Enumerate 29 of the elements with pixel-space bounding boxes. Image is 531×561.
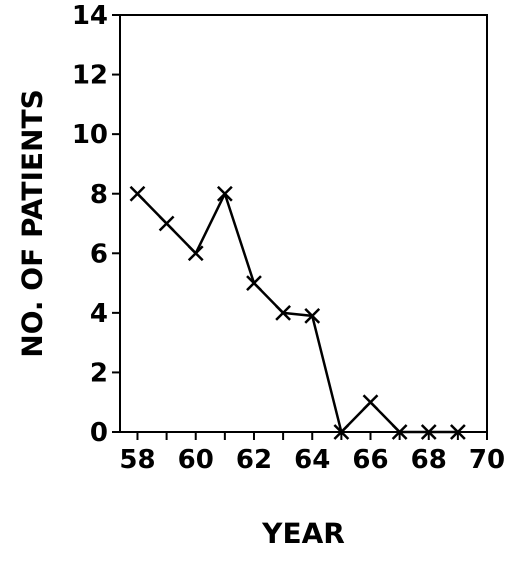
y-tick-label: 10 xyxy=(72,120,108,150)
point xyxy=(420,424,437,440)
point xyxy=(216,185,234,202)
y-axis-title: NO. OF PATIENTS xyxy=(16,89,49,358)
x-axis-title: YEAR xyxy=(261,517,345,550)
point xyxy=(158,215,175,232)
point xyxy=(187,245,204,262)
y-tick-label: 0 xyxy=(90,418,108,448)
x-tick-label: 60 xyxy=(178,445,214,475)
point xyxy=(304,308,320,324)
point xyxy=(362,394,379,410)
point xyxy=(129,185,146,202)
y-tick-label: 6 xyxy=(90,239,108,270)
y-tick-label: 2 xyxy=(90,358,108,389)
point xyxy=(274,304,292,322)
x-tick-label: 62 xyxy=(236,445,272,475)
y-tick-label: 4 xyxy=(90,298,108,329)
x-tick-label: 64 xyxy=(294,445,330,475)
point xyxy=(391,424,408,440)
point xyxy=(333,424,350,440)
x-tick-label: 66 xyxy=(352,445,389,475)
y-tick-label: 14 xyxy=(72,1,108,32)
x-tick-label: 68 xyxy=(410,445,447,475)
x-tick-label: 70 xyxy=(468,445,506,475)
y-tick-label: 8 xyxy=(90,180,108,210)
x-tick-label: 58 xyxy=(119,445,156,475)
y-tick-label: 12 xyxy=(72,60,108,91)
point xyxy=(450,424,466,440)
point xyxy=(246,274,262,292)
